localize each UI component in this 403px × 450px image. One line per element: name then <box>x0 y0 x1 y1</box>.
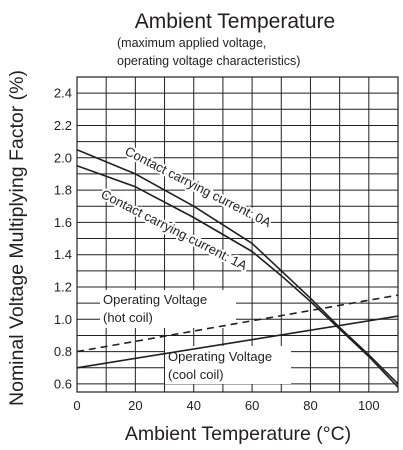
series-line-hot-coil <box>76 294 399 353</box>
label-bg-hot-coil <box>100 290 236 328</box>
y-tick-label: 2.4 <box>54 86 72 101</box>
y-tick-label: 1.6 <box>54 215 72 230</box>
label-bg-cool-coil <box>165 346 291 384</box>
x-tick-label: 20 <box>128 398 142 413</box>
y-tick-label: 2.2 <box>54 118 72 133</box>
series-line-cool-coil <box>76 315 399 369</box>
y-tick-label: 1.4 <box>54 247 72 262</box>
x-tick-label: 60 <box>245 398 259 413</box>
plot-frame <box>76 76 399 393</box>
chart-subtitle-line-2: operating voltage characteristics) <box>117 54 300 68</box>
x-tick-label: 40 <box>186 398 200 413</box>
series-label-cool-coil-line-2: (cool coil) <box>168 367 224 382</box>
chart-title: Ambient Temperature <box>135 10 335 33</box>
y-tick-label: 1.8 <box>54 183 72 198</box>
x-tick-label: 0 <box>73 398 80 413</box>
y-tick-label: 1.0 <box>54 312 72 327</box>
y-tick-label: 0.8 <box>54 344 72 359</box>
series-lines <box>76 148 399 388</box>
chart-subtitle-line-1: (maximum applied voltage, <box>117 36 266 50</box>
x-axis-label: Ambient Temperature (°C) <box>125 423 351 445</box>
series-label-cool-coil-line-1: Operating Voltage <box>168 349 272 364</box>
y-axis-label: Nominal Voltage Multiplying Factor (%) <box>6 70 28 406</box>
y-tick-label: 1.2 <box>54 280 72 295</box>
series-line-1a <box>76 165 399 388</box>
series-label-hot-coil-line-2: (hot coil) <box>103 310 153 325</box>
x-tick-label: 80 <box>303 398 317 413</box>
series-line-0a <box>76 148 399 385</box>
y-tick-label: 2.0 <box>54 150 72 165</box>
x-tick-label: 100 <box>358 398 380 413</box>
series-label-hot-coil-line-1: Operating Voltage <box>103 292 207 307</box>
tick-labels: 0 20 40 60 80 100 0.6 0.8 1.0 1.2 1.4 1.6 1.8 2.0 2.2 2… <box>54 86 380 413</box>
y-tick-label: 0.6 <box>54 376 72 391</box>
